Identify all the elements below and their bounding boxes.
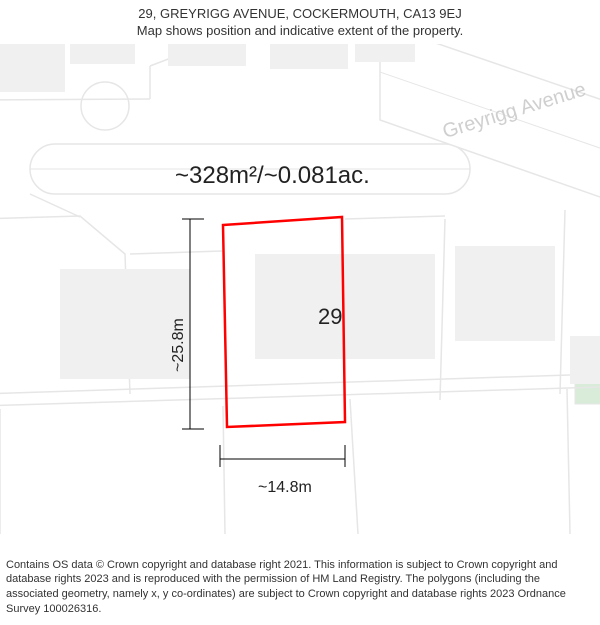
page-title: 29, GREYRIGG AVENUE, COCKERMOUTH, CA13 9… bbox=[0, 6, 600, 21]
house-number: 29 bbox=[318, 304, 342, 330]
width-dimension-label: ~14.8m bbox=[258, 479, 312, 497]
header: 29, GREYRIGG AVENUE, COCKERMOUTH, CA13 9… bbox=[0, 0, 600, 38]
page: 29, GREYRIGG AVENUE, COCKERMOUTH, CA13 9… bbox=[0, 0, 600, 625]
height-dimension-label: ~25.8m bbox=[170, 318, 188, 372]
copyright-footer: Contains OS data © Crown copyright and d… bbox=[6, 558, 594, 617]
area-label: ~328m²/~0.081ac. bbox=[175, 162, 370, 190]
map-canvas: Greyrigg Avenue ~328m²/~0.081ac. 29 ~25.… bbox=[0, 44, 600, 534]
page-subtitle: Map shows position and indicative extent… bbox=[0, 23, 600, 38]
